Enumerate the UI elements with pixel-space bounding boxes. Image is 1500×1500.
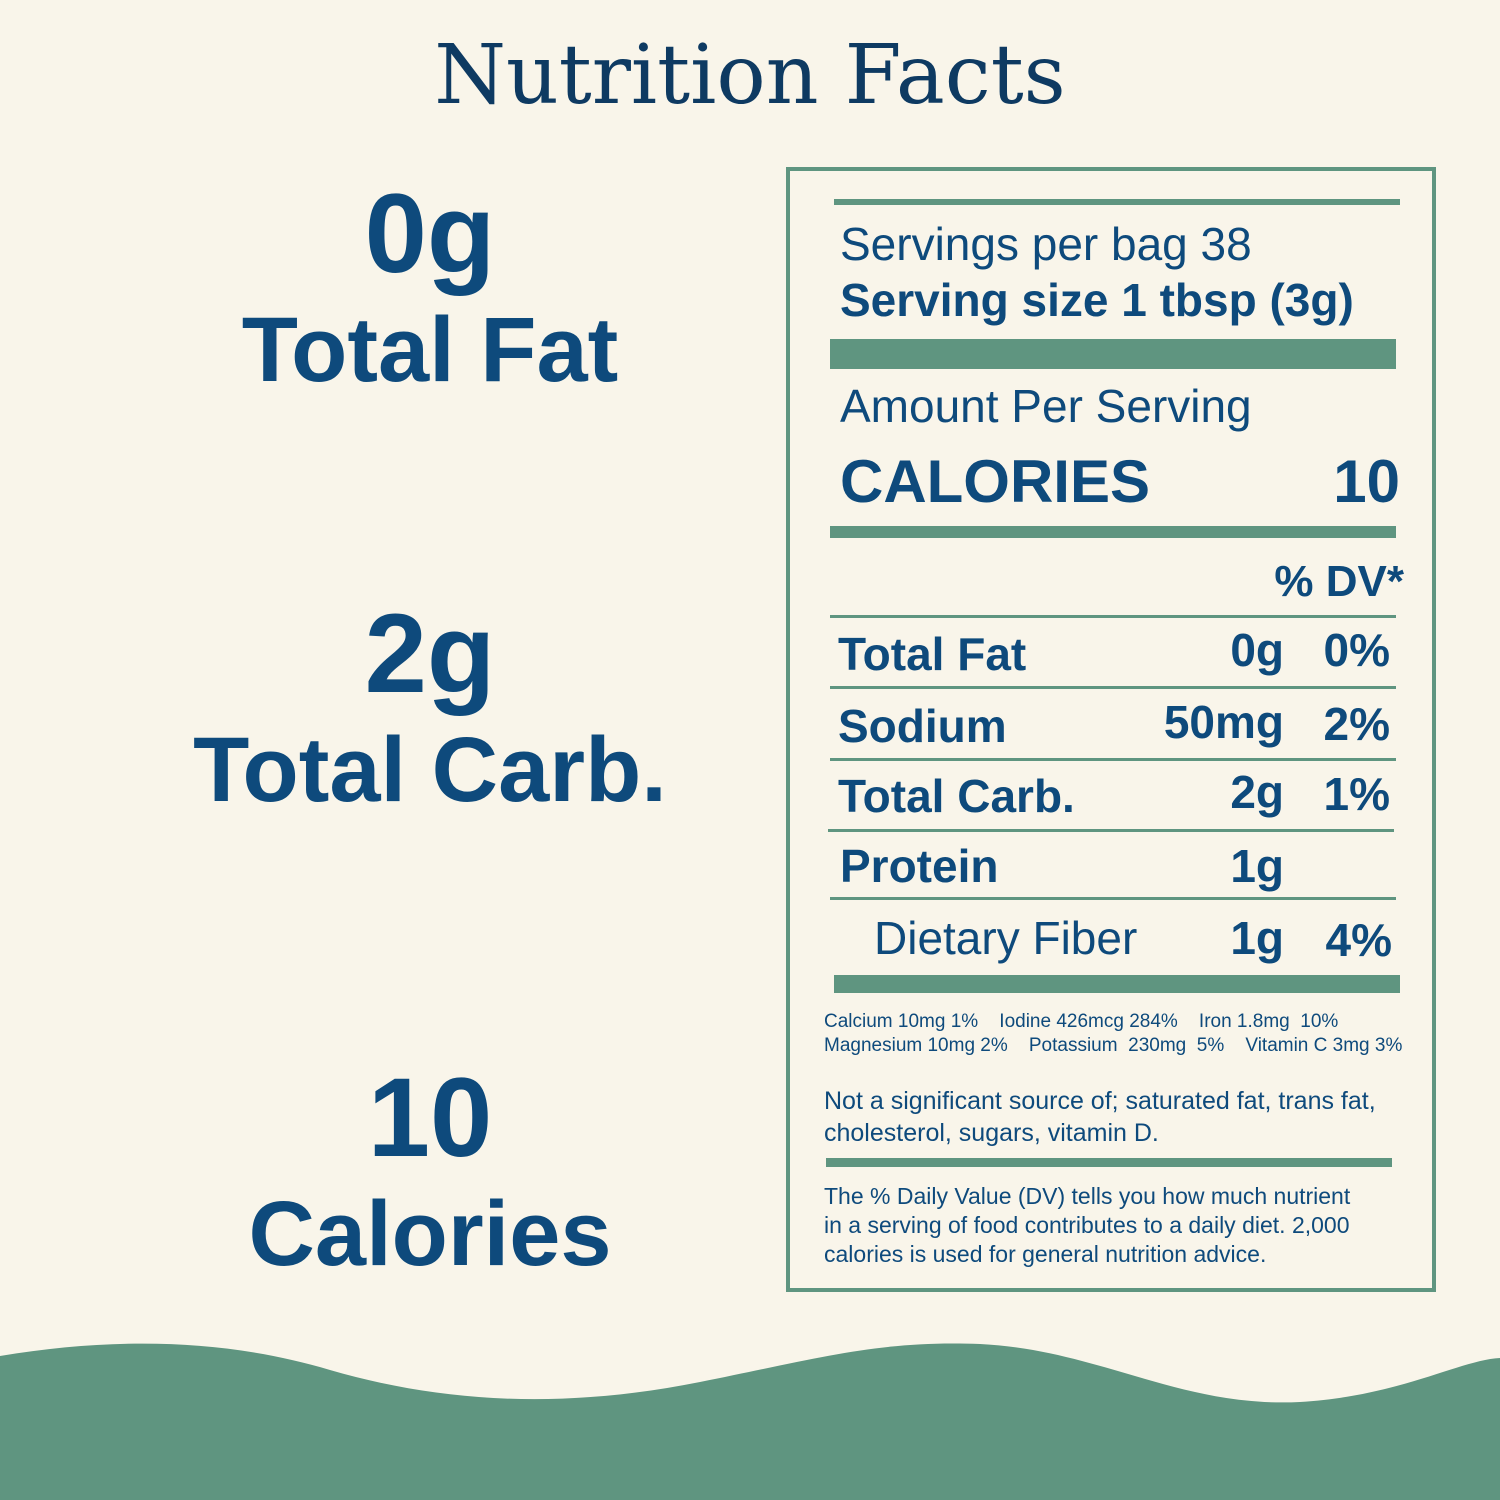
row-protein-name: Protein — [840, 840, 999, 892]
divider — [828, 829, 1394, 832]
divider — [830, 758, 1396, 761]
not-significant-line-1: Not a significant source of; saturated f… — [824, 1087, 1376, 1115]
divider — [830, 526, 1396, 538]
servings-per-bag: Servings per bag 38 — [840, 218, 1252, 270]
highlight-value: 0g — [364, 171, 496, 296]
nutrition-label: Servings per bag 38 Serving size 1 tbsp … — [786, 167, 1436, 1292]
row-sodium-name: Sodium — [838, 700, 1007, 752]
row-carb-name: Total Carb. — [838, 770, 1075, 822]
footnote-line-1: The % Daily Value (DV) tells you how muc… — [824, 1183, 1351, 1209]
row-fiber-name: Dietary Fiber — [874, 912, 1138, 964]
row-fiber-dv: 4% — [1325, 914, 1392, 966]
highlight-carb: 2g Total Carb. — [0, 591, 860, 821]
highlight-label: Total Carb. — [193, 719, 667, 821]
row-fiber-amount: 1g — [1230, 912, 1284, 964]
serving-size: Serving size 1 tbsp (3g) — [840, 274, 1354, 326]
highlight-label: Calories — [248, 1183, 612, 1285]
row-total-fat-dv: 0% — [1323, 624, 1390, 676]
footnote-line-2: in a serving of food contributes to a da… — [824, 1212, 1350, 1238]
divider — [830, 897, 1396, 900]
page-title: Nutrition Facts — [434, 28, 1066, 123]
highlight-value: 2g — [364, 591, 496, 716]
footnote-line-3: calories is used for general nutrition a… — [824, 1241, 1267, 1267]
row-total-fat-amount: 0g — [1230, 624, 1284, 676]
thick-divider — [830, 339, 1396, 369]
row-sodium-dv: 2% — [1323, 698, 1390, 750]
dv-header: % DV* — [1274, 557, 1404, 606]
wave-decoration — [0, 1343, 1500, 1500]
highlight-value: 10 — [367, 1055, 493, 1180]
not-significant-line-2: cholesterol, sugars, vitamin D. — [824, 1119, 1159, 1147]
highlight-label: Total Fat — [241, 299, 619, 401]
divider — [830, 686, 1396, 689]
thick-divider — [834, 975, 1400, 993]
amount-per-serving: Amount Per Serving — [840, 380, 1252, 432]
row-carb-amount: 2g — [1230, 766, 1284, 818]
divider — [834, 199, 1400, 205]
row-carb-dv: 1% — [1323, 768, 1390, 820]
row-protein-amount: 1g — [1230, 840, 1284, 892]
highlight-fat: 0g Total Fat — [0, 171, 860, 401]
micronutrients-line-1: Calcium 10mg 1% Iodine 426mcg 284% Iron … — [824, 1011, 1339, 1032]
divider — [830, 615, 1396, 618]
row-total-fat-name: Total Fat — [838, 628, 1027, 680]
micronutrients-line-2: Magnesium 10mg 2% Potassium 230mg 5% Vit… — [824, 1035, 1403, 1056]
divider — [826, 1158, 1392, 1167]
row-sodium-amount: 50mg — [1163, 696, 1284, 748]
calories-label: CALORIES — [840, 448, 1151, 515]
calories-value: 10 — [1333, 448, 1400, 515]
highlight-calories: 10 Calories — [0, 1055, 860, 1285]
